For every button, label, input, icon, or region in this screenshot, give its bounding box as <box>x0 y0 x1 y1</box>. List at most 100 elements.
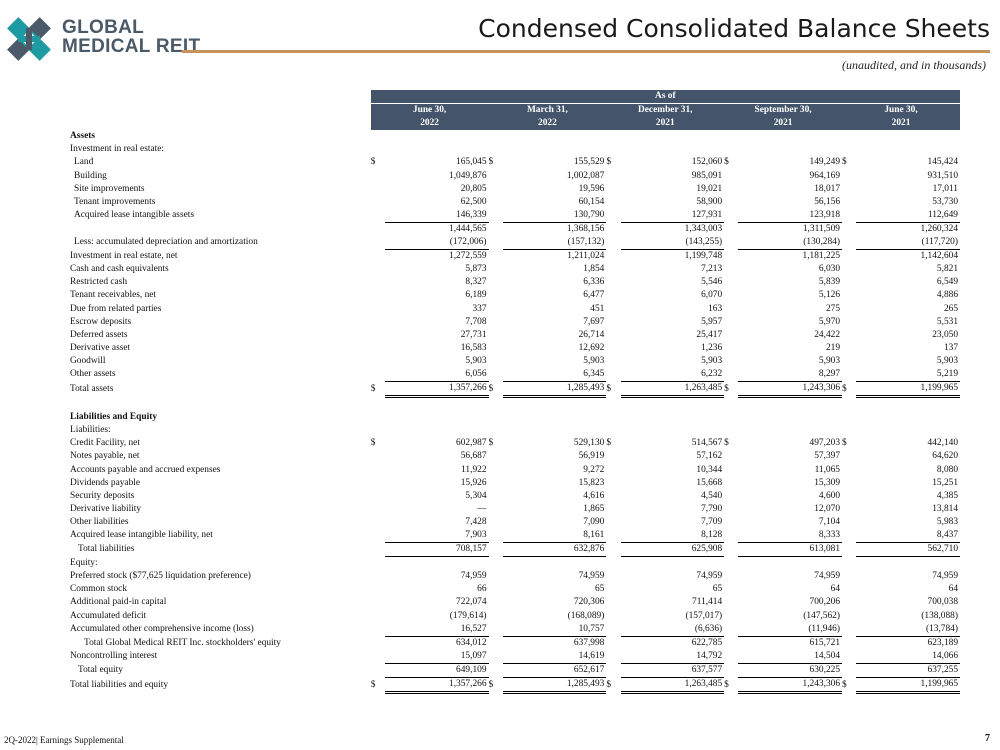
currency-symbol <box>371 236 385 250</box>
value-cell: (6,636) <box>620 622 725 637</box>
currency-symbol <box>842 636 856 650</box>
table-row: Noncontrolling interest 15,097 14,619 14,79… <box>70 649 960 664</box>
currency-symbol <box>724 143 738 156</box>
currency-symbol: $ <box>488 679 494 690</box>
currency-symbol <box>371 397 385 412</box>
value-cell: 74,959 <box>460 571 487 582</box>
currency-symbol <box>724 342 738 355</box>
value-cell: 8,128 <box>620 529 725 544</box>
value-cell: 700,038 <box>927 597 958 608</box>
value-cell: 14,066 <box>856 649 960 664</box>
currency-symbol <box>371 424 385 437</box>
value-cell: 15,668 <box>696 477 723 488</box>
value-cell: 1,199,965 <box>856 677 960 695</box>
currency-symbol <box>606 596 620 609</box>
currency-symbol <box>724 170 738 183</box>
value-cell: 637,255 <box>856 663 960 679</box>
currency-symbol <box>724 196 738 209</box>
value-cell: 5,821 <box>936 264 958 275</box>
currency-symbol: $ <box>488 383 494 394</box>
value-cell: 145,424 <box>927 157 958 168</box>
value-cell: 985,091 <box>691 170 723 181</box>
row-label: Due from related parties <box>70 303 162 314</box>
value-cell: 65 <box>594 584 605 595</box>
currency-symbol <box>489 503 503 516</box>
value-cell: 708,157 <box>384 542 489 558</box>
currency-symbol <box>842 143 856 156</box>
currency-symbol <box>842 316 856 329</box>
table-row: Land $165,045 $155,529 $152,060 $149,249 $145… <box>70 156 960 169</box>
value-cell: 7,709 <box>701 516 723 527</box>
value-cell: 112,649 <box>856 208 960 223</box>
currency-symbol: $ <box>724 383 729 394</box>
table-row: Investment in real estate, net 1,272,559 1… <box>70 250 960 264</box>
value-cell: 337 <box>472 303 487 314</box>
currency-symbol <box>371 543 385 557</box>
value-cell: (117,720) <box>856 236 960 251</box>
value-cell: 1,865 <box>583 503 605 514</box>
value-cell: 711,414 <box>692 597 723 608</box>
currency-symbol <box>371 450 385 463</box>
value-cell <box>385 130 489 143</box>
currency-symbol <box>371 583 385 596</box>
value-cell: 57,162 <box>696 451 723 462</box>
currency-symbol <box>489 543 503 557</box>
currency-symbol <box>371 610 385 623</box>
value-cell: 4,600 <box>818 490 840 501</box>
period-header-line2: 2021 <box>606 117 725 131</box>
currency-symbol <box>842 623 856 637</box>
currency-symbol <box>724 209 738 223</box>
currency-symbol <box>842 130 856 143</box>
currency-symbol <box>606 503 620 516</box>
value-cell: 127,931 <box>620 208 725 223</box>
currency-symbol <box>489 222 503 236</box>
value-cell: 15,926 <box>460 477 487 488</box>
currency-symbol <box>489 130 503 143</box>
period-header-line2: 2022 <box>488 117 607 131</box>
value-cell: 5,957 <box>701 316 723 327</box>
value-cell: 529,130 <box>573 438 605 449</box>
currency-symbol <box>489 516 503 529</box>
value-cell: 1,236 <box>701 342 723 353</box>
value-cell: 14,792 <box>620 649 725 664</box>
row-label: Common stock <box>70 584 128 595</box>
currency-symbol <box>371 490 385 503</box>
currency-symbol <box>724 130 738 143</box>
value-cell: 25,417 <box>696 329 723 340</box>
value-cell <box>385 411 489 424</box>
value-cell: 1,285,493 <box>502 381 607 399</box>
value-cell: 15,309 <box>814 477 840 488</box>
currency-symbol <box>724 543 738 557</box>
table-row: Cash and cash equivalents 5,873 1,854 7,213… <box>70 263 960 276</box>
currency-symbol <box>371 636 385 650</box>
table-row: Accumulated deficit (179,614) (168,089) (15… <box>70 610 960 623</box>
currency-symbol <box>842 450 856 463</box>
currency-symbol <box>842 464 856 477</box>
currency-symbol: $ <box>724 679 729 690</box>
value-cell: 1,142,604 <box>920 251 959 262</box>
table-row: Liabilities: <box>70 424 960 437</box>
value-cell: 615,721 <box>809 637 840 648</box>
currency-symbol: $ <box>370 438 376 449</box>
currency-symbol <box>606 316 620 329</box>
currency-symbol <box>842 222 856 236</box>
value-cell: 12,070 <box>814 503 840 514</box>
currency-symbol <box>371 222 385 236</box>
value-cell: 64 <box>948 584 958 595</box>
value-cell: (157,132) <box>502 236 607 251</box>
currency-symbol: $ <box>370 157 376 168</box>
currency-symbol <box>606 650 620 664</box>
value-cell: 5,546 <box>701 277 723 288</box>
currency-symbol <box>724 263 738 276</box>
row-label: Tenant receivables, net <box>70 290 157 301</box>
currency-symbol <box>842 329 856 342</box>
value-cell: 6,232 <box>620 367 725 383</box>
currency-symbol <box>371 196 385 209</box>
currency-symbol <box>842 397 856 412</box>
currency-symbol <box>606 342 620 355</box>
currency-symbol <box>606 250 620 264</box>
row-label: Building <box>74 170 107 181</box>
value-cell: 1,368,156 <box>566 223 605 234</box>
currency-symbol <box>371 289 385 302</box>
value-cell: 137 <box>943 342 958 353</box>
